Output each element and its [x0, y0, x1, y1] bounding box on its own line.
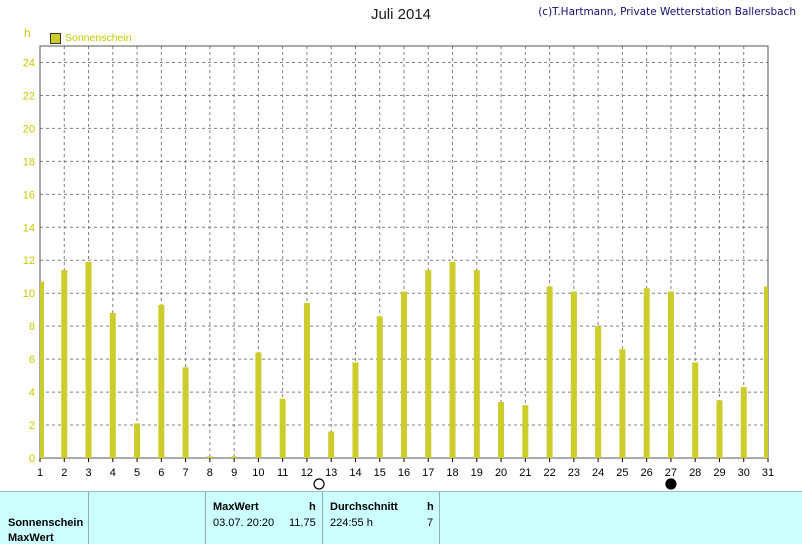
x-tick-label: 9 [231, 467, 237, 479]
footer-empty-cell [89, 492, 206, 544]
y-tick-label: 0 [29, 453, 35, 465]
footer-row-label-maxwert: MaxWert [8, 532, 54, 544]
y-tick-label: 14 [23, 222, 35, 234]
bar [449, 261, 456, 458]
bar [425, 270, 432, 458]
bar [764, 286, 768, 458]
bar [667, 291, 674, 458]
bar [328, 431, 335, 458]
footer-average-cell: Durchschnitt h 224:55 h 7 [323, 492, 440, 544]
legend-label: Sonnenschein [65, 32, 132, 44]
legend: Sonnenschein [50, 32, 132, 44]
x-tick-label: 2 [61, 467, 67, 479]
x-tick-label: 23 [568, 467, 580, 479]
x-tick-label: 8 [207, 467, 213, 479]
maxwert-unit: h [309, 501, 316, 513]
x-tick-label: 12 [301, 467, 313, 479]
x-tick-label: 6 [158, 467, 164, 479]
bar [255, 352, 262, 458]
x-tick-label: 31 [762, 467, 774, 479]
y-tick-label: 20 [23, 123, 35, 135]
y-tick-label: 16 [23, 189, 35, 201]
bar [546, 286, 553, 458]
average-value: 224:55 h [330, 517, 373, 529]
y-tick-label: 24 [23, 57, 35, 69]
x-tick-label: 26 [641, 467, 653, 479]
x-tick-label: 19 [471, 467, 483, 479]
bar [522, 405, 529, 458]
y-tick-label: 4 [29, 387, 35, 399]
y-tick-label: 10 [23, 288, 35, 300]
x-tick-label: 17 [422, 467, 434, 479]
new-moon-icon [665, 478, 677, 490]
x-tick-label: 1 [37, 467, 43, 479]
bar [279, 398, 286, 458]
y-tick-label: 22 [23, 90, 35, 102]
maxwert-value: 11.75 [289, 517, 316, 529]
average-header: Durchschnitt [330, 501, 398, 513]
footer-maxwert-cell: MaxWert h 03.07. 20:20 11.75 [206, 492, 323, 544]
average-unit: h [427, 501, 434, 513]
bar [498, 401, 505, 458]
bar [206, 456, 213, 458]
x-tick-label: 10 [252, 467, 264, 479]
bar [643, 288, 650, 458]
full-moon-icon [313, 478, 325, 490]
bar [692, 362, 699, 458]
y-tick-label: 12 [23, 255, 35, 267]
x-tick-label: 21 [519, 467, 531, 479]
bar [352, 362, 359, 458]
bar [376, 316, 383, 458]
chart-title: Juli 2014 [370, 6, 432, 23]
bar [473, 270, 480, 458]
bar [303, 303, 310, 458]
bar [716, 400, 723, 458]
x-tick-label: 3 [85, 467, 91, 479]
bar [619, 349, 626, 458]
x-tick-label: 24 [592, 467, 604, 479]
y-tick-label: 18 [23, 156, 35, 168]
bar [231, 456, 238, 458]
bar [182, 367, 189, 458]
maxwert-time: 03.07. 20:20 [213, 517, 275, 529]
maxwert-header: MaxWert [213, 501, 259, 513]
x-tick-label: 20 [495, 467, 507, 479]
x-tick-label: 25 [616, 467, 628, 479]
bar [61, 270, 68, 458]
bar [401, 291, 407, 458]
x-tick-label: 7 [183, 467, 189, 479]
y-tick-label: 2 [29, 420, 35, 432]
footer-label-cell: Sonnenschein MaxWert [0, 492, 89, 544]
x-tick-label: 28 [689, 467, 701, 479]
x-tick-label: 30 [738, 467, 750, 479]
x-tick-label: 5 [134, 467, 140, 479]
y-axis-unit: h [24, 26, 31, 40]
bar [85, 261, 92, 458]
bar [740, 387, 747, 458]
bar [570, 291, 577, 458]
x-tick-label: 18 [446, 467, 458, 479]
y-tick-label: 6 [29, 354, 35, 366]
bar [40, 281, 44, 458]
x-tick-label: 14 [349, 467, 361, 479]
bar [134, 423, 141, 458]
y-tick-label: 8 [29, 321, 35, 333]
x-tick-label: 11 [277, 467, 288, 479]
x-tick-label: 4 [110, 467, 116, 479]
x-tick-label: 15 [374, 467, 386, 479]
x-tick-label: 13 [325, 467, 337, 479]
average-count: 7 [427, 517, 434, 529]
x-tick-label: 22 [543, 467, 555, 479]
x-tick-label: 29 [713, 467, 725, 479]
x-tick-label: 16 [398, 467, 410, 479]
bar [158, 304, 165, 458]
footer-row-label-sunshine: Sonnenschein [8, 517, 84, 529]
legend-swatch [50, 32, 61, 44]
stats-footer: Sonnenschein MaxWert MaxWert h 03.07. 20… [0, 491, 802, 544]
bar [595, 326, 602, 458]
credit-text: (c)T.Hartmann, Private Wetterstation Bal… [538, 6, 796, 18]
bar [109, 312, 116, 458]
x-tick-label: 27 [665, 467, 677, 479]
